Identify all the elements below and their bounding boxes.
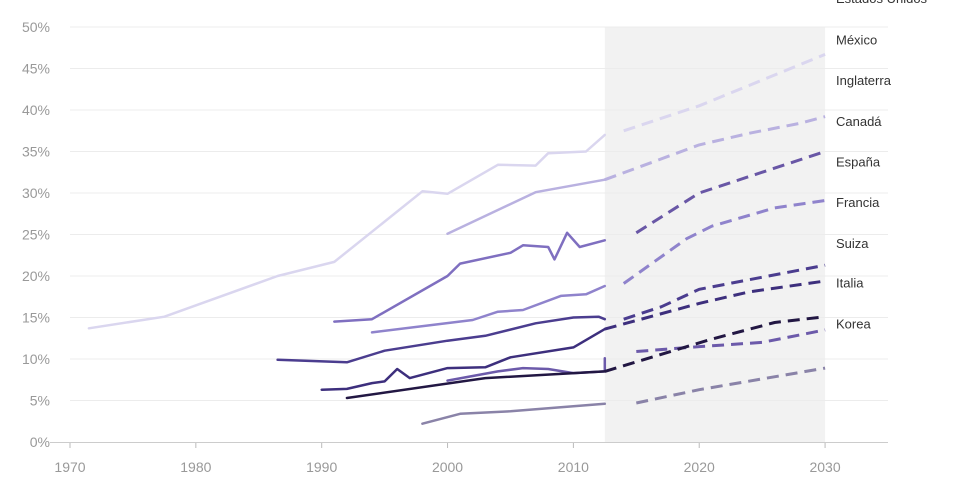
series-labels: Estados Unidos México Inglaterra Canadá Espa… [836, 0, 928, 331]
series-line-suiza [320, 327, 607, 391]
series-line-francia [276, 315, 607, 364]
x-tick-label: 2010 [558, 459, 589, 475]
y-tick-label: 15% [22, 310, 50, 326]
x-tick-label: 1990 [306, 459, 337, 475]
y-tick-label: 45% [22, 61, 50, 77]
series-label: Inglaterra [836, 73, 892, 88]
series-projection-estados-unidos [623, 53, 826, 133]
series-lines [87, 53, 826, 425]
series-projection-serie-10 [604, 315, 826, 373]
x-tick-label: 2020 [684, 459, 715, 475]
y-tick-label: 5% [30, 393, 50, 409]
y-tick-label: 0% [30, 434, 50, 450]
series-projection-mexico [604, 115, 826, 182]
series-projection-italia [636, 328, 826, 353]
series-label: México [836, 32, 877, 47]
y-tick-label: 30% [22, 185, 50, 201]
series-projection-francia [623, 263, 826, 321]
series-line-espana [370, 284, 607, 334]
x-tick-label: 1980 [180, 459, 211, 475]
series-line-korea [421, 402, 607, 425]
x-tick-label: 2030 [809, 459, 840, 475]
y-tick-label: 10% [22, 351, 50, 367]
series-label: Estados Unidos [836, 0, 928, 6]
series-projection-inglaterra [635, 150, 826, 235]
y-tick-label: 25% [22, 227, 50, 243]
series-line-serie-10 [345, 370, 607, 400]
series-projection-korea [635, 366, 826, 405]
x-tick-label: 2000 [432, 459, 463, 475]
series-line-mexico [446, 178, 607, 235]
y-axis: 0% 5% 10% 15% 20% 25% 30% 35% 40% 45% 50% [22, 19, 50, 450]
series-projection-suiza [604, 279, 826, 331]
series-line-estados-unidos [87, 133, 607, 330]
series-label: Canadá [836, 114, 882, 129]
series-line-italia [446, 356, 607, 382]
x-axis: 1970 1980 1990 2000 2010 2020 2030 [54, 442, 841, 475]
series-label: Suiza [836, 236, 869, 251]
y-tick-label: 20% [22, 268, 50, 284]
y-tick-label: 35% [22, 144, 50, 160]
series-label: Francia [836, 195, 880, 210]
series-label: Italia [836, 276, 864, 291]
series-line-canada [333, 231, 607, 323]
series-projection-espana [622, 199, 826, 285]
series-label: España [836, 154, 881, 169]
y-tick-label: 40% [22, 102, 50, 118]
x-tick-label: 1970 [54, 459, 85, 475]
y-tick-label: 50% [22, 19, 50, 35]
series-label: Korea [836, 316, 871, 331]
